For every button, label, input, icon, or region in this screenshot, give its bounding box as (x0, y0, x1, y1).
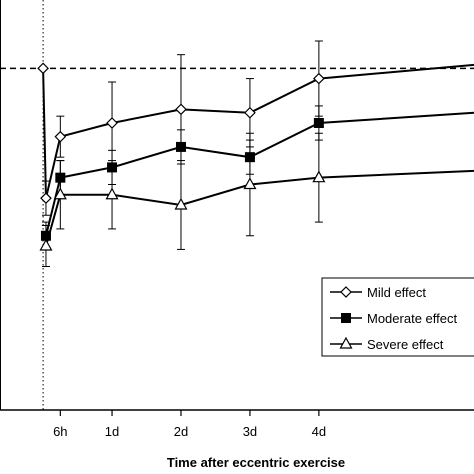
mild-effect-series (37, 40, 474, 216)
moderate-point (313, 118, 324, 128)
x-tick-label: 4d (312, 424, 326, 439)
severe-point (39, 238, 53, 251)
series-group (37, 40, 474, 267)
moderate-point (175, 141, 186, 152)
mild-point (54, 130, 67, 143)
mild-point (244, 106, 256, 119)
severe-point (174, 197, 188, 210)
x-tick-label: 6h (53, 424, 67, 439)
severe-legend-label: Severe effect (367, 337, 444, 352)
moderate-legend-point (341, 313, 351, 323)
mild-effect-line (42, 63, 474, 199)
mild-point (40, 192, 52, 205)
x-ticks-group: 6h 1d 2d 3d 4d (53, 410, 326, 439)
severe-effect-series (39, 132, 474, 267)
x-tick-label: 3d (243, 424, 257, 439)
mild-point (37, 62, 49, 75)
severe-effect-line (45, 169, 474, 247)
severe-point (105, 187, 119, 200)
moderate-legend-label: Moderate effect (367, 311, 457, 326)
moderate-effect-series (40, 105, 474, 250)
legend: Mild effect Moderate effect Severe effect (321, 277, 474, 357)
severe-legend-point (339, 336, 353, 349)
x-tick-label: 2d (174, 424, 188, 439)
mild-point (313, 72, 325, 85)
mild-point (106, 117, 118, 129)
severe-point (312, 170, 326, 183)
mild-point (175, 103, 187, 116)
mild-legend-point (340, 286, 352, 298)
axes-group (0, 0, 474, 411)
x-tick-label: 1d (105, 424, 119, 439)
severe-point (243, 177, 257, 190)
mild-legend-label: Mild effect (367, 285, 426, 300)
x-axis-title: Time after eccentric exercise (167, 455, 345, 470)
severe-point (53, 187, 67, 200)
